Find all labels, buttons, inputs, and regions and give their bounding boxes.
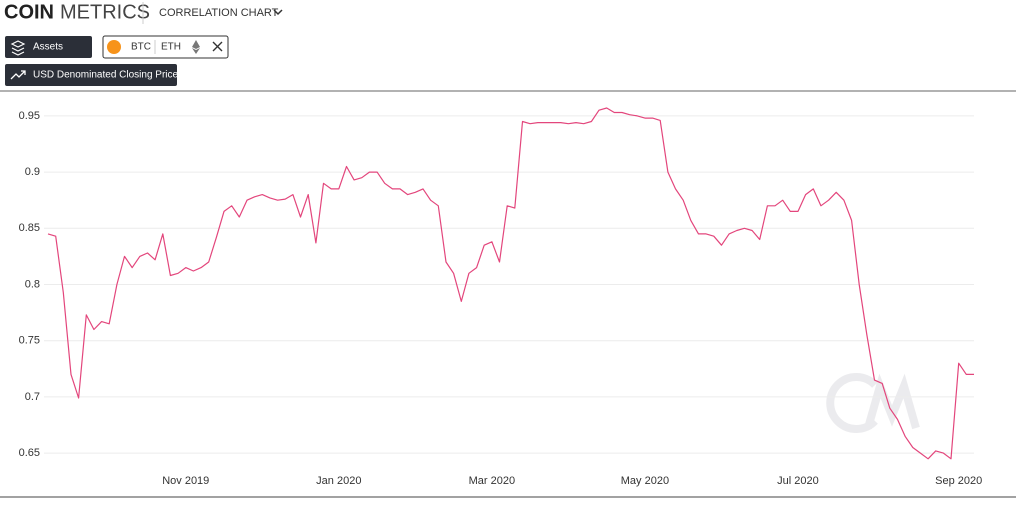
series-line [47,107,974,460]
dropdown-arrow[interactable] [273,9,283,16]
x-tick-label: Sep 2020 [935,475,982,487]
y-tick-label: 0.9 [25,166,40,178]
y-tick-label: 0.8 [25,278,40,290]
watermark [826,373,920,433]
y-tick-label: 0.65 [19,447,40,459]
logo-light: METRICS [60,1,150,23]
y-tick-label: 0.7 [25,391,40,403]
y-tick-label: 0.85 [19,222,40,234]
x-tick-label: Jan 2020 [316,475,361,487]
trend-icon [10,70,26,80]
y-tick-label: 0.75 [19,335,40,347]
asset-a: BTC [131,42,151,53]
x-tick-label: Jul 2020 [777,475,819,487]
layers-icon [10,40,26,56]
metric-label: USD Denominated Closing Price [33,70,179,81]
y-tick-label: 0.95 [19,110,40,122]
remove-button[interactable] [212,41,223,52]
metric-button[interactable] [5,64,177,86]
asset-b: ETH [161,42,181,53]
logo-bold: COIN [4,1,54,23]
btc-icon [107,40,121,54]
x-tick-label: Nov 2019 [162,475,209,487]
view-selector[interactable]: CORRELATION CHART [159,7,279,19]
x-tick-label: Mar 2020 [469,475,515,487]
eth-icon [192,40,200,54]
assets-label: Assets [33,42,63,53]
assets-button[interactable] [5,36,92,58]
x-tick-label: May 2020 [621,475,669,487]
